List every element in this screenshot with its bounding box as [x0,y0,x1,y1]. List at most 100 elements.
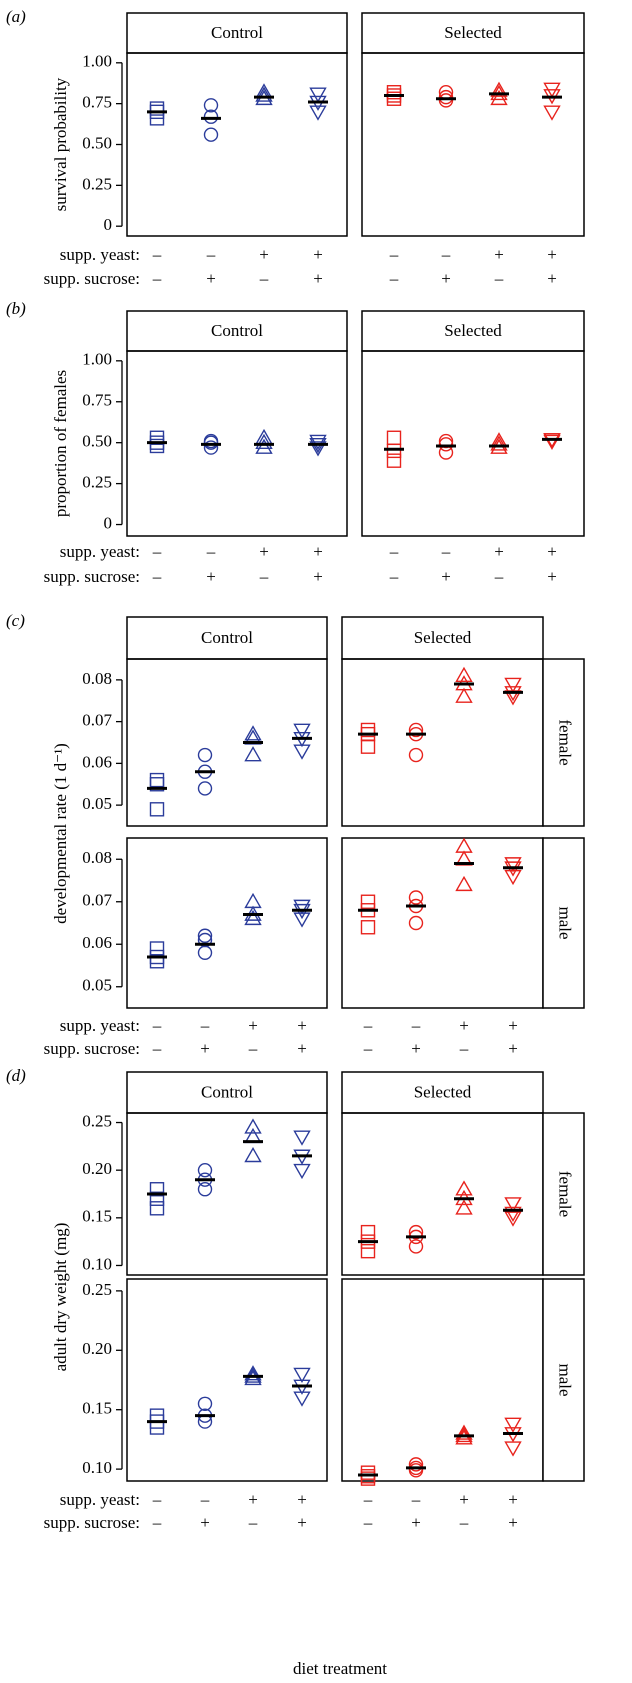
row-strip [542,837,585,1009]
marker [293,1163,311,1180]
marker [543,105,561,121]
treatment-level: – [411,1016,421,1035]
treatment-level: + [547,245,557,264]
marker [386,430,402,445]
marker [197,781,213,796]
marker [293,1130,311,1146]
treatment-level: + [297,1016,307,1035]
facet-frame [126,350,348,537]
marker [386,453,402,468]
marker [255,433,273,450]
marker [360,920,376,935]
treatment-level: – [152,245,162,264]
treatment-level: – [200,1490,210,1509]
y-tick-label: 0.25 [82,1111,112,1130]
y-tick-label: 0.10 [82,1254,112,1273]
treatment-name: supp. sucrose: [44,1513,140,1532]
facet-frame [361,52,585,237]
treatment-level: + [547,269,557,288]
y-tick-label: 0.07 [82,711,112,730]
treatment-level: – [411,1490,421,1509]
marker [244,1146,262,1163]
treatment-level: + [206,269,216,288]
y-tick-label: 0.15 [82,1399,112,1418]
marker [244,1365,262,1381]
treatment-name: supp. sucrose: [44,269,140,288]
marker [504,1441,522,1457]
treatment-level: – [206,542,216,561]
marker [455,1180,473,1196]
marker [360,1224,376,1240]
marker [408,1463,424,1478]
treatment-name: supp. yeast: [60,245,140,264]
marker [386,91,402,106]
marker [197,928,213,943]
y-tick-label: 0.50 [82,133,112,152]
treatment-level: – [363,1513,373,1532]
treatment-level: + [508,1016,518,1035]
treatment-level: + [494,542,504,561]
treatment-level: + [459,1490,469,1509]
y-tick-label: 0.15 [82,1207,112,1226]
treatment-level: + [206,567,216,586]
facet-frame [126,837,328,1009]
treatment-level: – [200,1016,210,1035]
marker [244,746,262,762]
marker [293,723,311,739]
treatment-name: supp. yeast: [60,542,140,561]
marker [408,722,424,738]
row-strip [542,658,585,827]
treatment-level: + [411,1513,421,1532]
column-label: Control [201,628,253,647]
marker [149,954,165,969]
facet-frame [341,1112,544,1276]
panel-label: (b) [6,299,26,318]
treatment-level: + [297,1490,307,1509]
treatment-level: + [259,542,269,561]
treatment-level: + [200,1513,210,1532]
treatment-level: – [248,1513,258,1532]
y-tick-label: 0.10 [82,1458,112,1477]
treatment-level: – [152,567,162,586]
treatment-level: + [547,542,557,561]
treatment-level: + [259,245,269,264]
treatment-level: – [494,269,504,288]
y-tick-label: 0.06 [82,752,112,771]
marker [543,434,561,450]
y-tick-label: 0.08 [82,669,112,688]
facet-frame [341,1278,544,1482]
marker [455,837,473,853]
treatment-name: supp. sucrose: [44,567,140,586]
y-tick-label: 0.20 [82,1339,112,1358]
strip [126,616,328,660]
marker [149,777,165,792]
marker [244,892,262,909]
treatment-level: + [313,245,323,264]
row-strip [542,1112,585,1276]
marker [149,438,165,454]
marker [504,1197,522,1213]
treatment-level: – [441,245,451,264]
treatment-level: – [152,1513,162,1532]
treatment-level: – [206,245,216,264]
row-label: female [556,1171,575,1217]
treatment-level: – [459,1039,469,1058]
treatment-level: + [297,1513,307,1532]
marker [255,86,273,102]
marker [197,1162,213,1178]
treatment-level: + [248,1490,258,1509]
treatment-level: + [441,567,451,586]
panel-label: (a) [6,7,26,26]
facet-frame [341,658,544,827]
marker [408,747,424,763]
marker [309,87,327,103]
marker [149,1191,165,1206]
column-label: Control [201,1082,253,1101]
marker [197,1396,213,1411]
facet-frame [126,1112,328,1276]
y-tick-label: 0.75 [82,93,112,112]
treatment-level: + [508,1490,518,1509]
marker [149,802,165,817]
row-label: female [556,719,575,765]
treatment-level: + [313,269,323,288]
